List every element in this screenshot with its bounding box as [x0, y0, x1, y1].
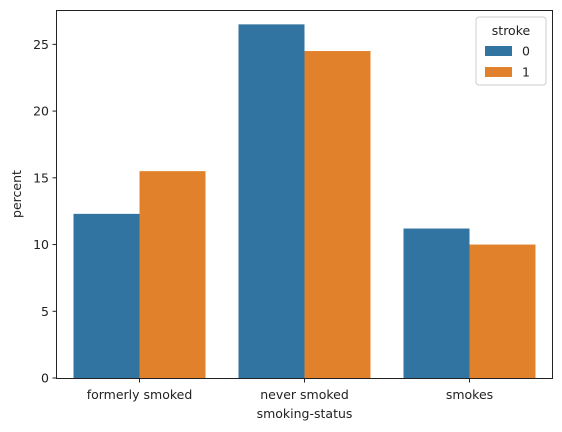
x-tick-label: smokes — [446, 387, 493, 402]
bar-never-smoked-stroke-0 — [238, 24, 305, 378]
bar-formerly-smoked-stroke-0 — [73, 213, 140, 378]
bar-smokes-stroke-0 — [403, 228, 470, 378]
legend: stroke 0 1 — [475, 16, 547, 86]
y-tick-label: 15 — [33, 170, 49, 185]
y-tick-label: 0 — [41, 371, 49, 386]
legend-swatch-1 — [485, 67, 512, 77]
x-tick-label: never smoked — [260, 387, 349, 402]
y-tick-label: 25 — [33, 37, 49, 52]
y-tick-label: 10 — [33, 237, 49, 252]
legend-swatch-0 — [485, 46, 512, 56]
bar-smokes-stroke-1 — [469, 244, 536, 378]
x-tick-label: formerly smoked — [87, 387, 193, 402]
y-tick-label: 20 — [33, 104, 49, 119]
bar-formerly-smoked-stroke-1 — [139, 171, 206, 378]
legend-title: stroke — [492, 23, 531, 38]
legend-label-1: 1 — [522, 65, 530, 80]
bar-never-smoked-stroke-1 — [304, 51, 371, 378]
bars-group — [73, 24, 536, 378]
x-axis: formerly smoked never smoked smokes — [87, 378, 493, 402]
y-axis: 0 5 10 15 20 25 — [33, 37, 57, 386]
legend-label-0: 0 — [522, 44, 530, 59]
x-axis-label: smoking-status — [257, 406, 353, 421]
y-tick-label: 5 — [41, 304, 49, 319]
y-axis-label: percent — [9, 170, 24, 218]
